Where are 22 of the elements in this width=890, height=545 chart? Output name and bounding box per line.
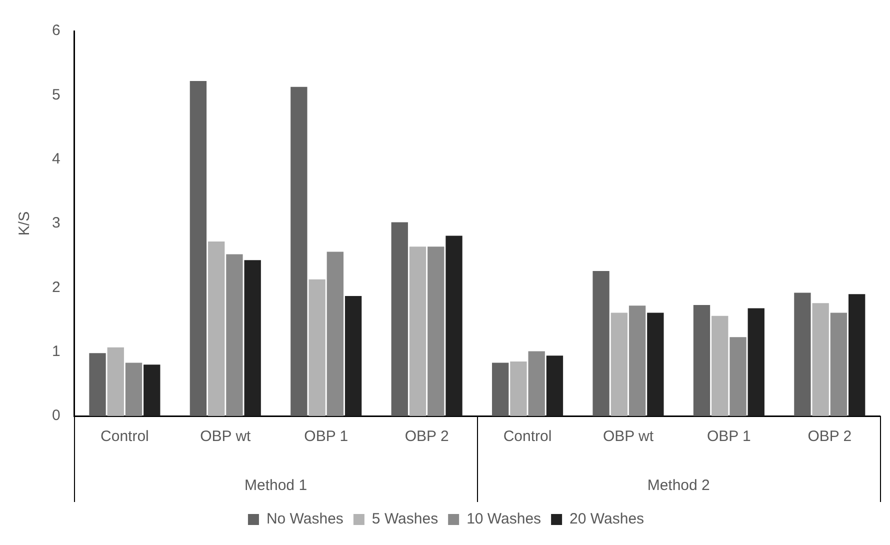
legend-label: 20 Washes [570,510,644,528]
y-tick-label: 6 [52,22,60,40]
legend-label: No Washes [266,510,344,528]
y-tick-label: 5 [52,86,60,104]
legend-label: 10 Washes [466,510,542,528]
y-tick-label: 1 [52,342,60,360]
legend-label: 5 Washes [372,510,438,528]
y-tick-label: 2 [52,278,60,296]
y-axis-title: K/S [16,211,34,236]
x-tick-label: OBP wt [200,428,252,446]
x-tick-label: OBP 2 [808,428,852,446]
x-tick-label: Control [100,428,149,446]
y-tick-label: 0 [52,407,60,424]
x-tick-label: OBP wt [602,428,654,446]
text: Method 1 [244,477,308,494]
text: Method 2 [647,477,710,494]
x-tick-label: Control [503,428,552,446]
x-tick-label: OBP 2 [404,428,449,446]
x-tick-label: OBP 1 [706,428,751,446]
y-tick-label: 3 [52,214,60,232]
x-tick-label: OBP 1 [304,428,348,446]
y-tick-label: 4 [52,150,60,168]
